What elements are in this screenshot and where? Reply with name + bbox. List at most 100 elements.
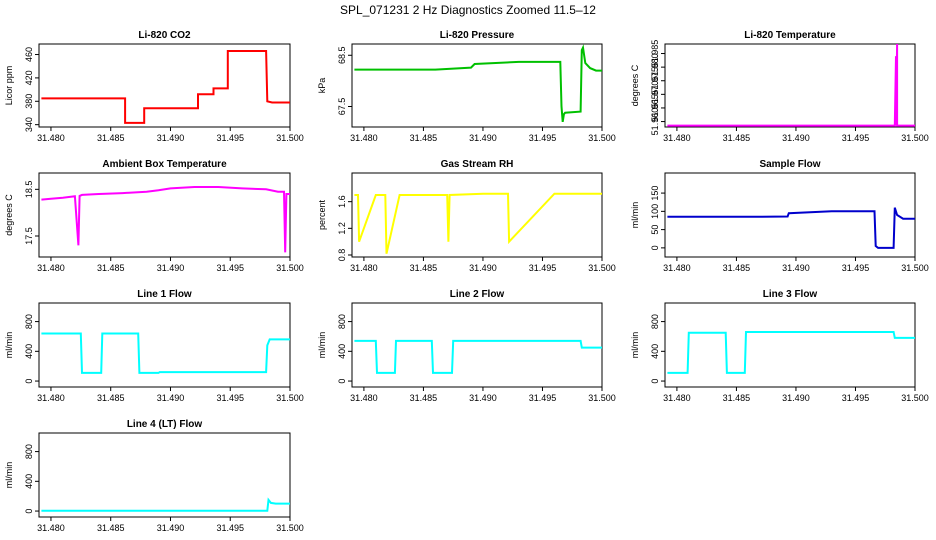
x-tick-label: 31.490 <box>782 133 810 143</box>
y-tick-label: 51.970 <box>650 81 660 109</box>
x-tick-label: 31.500 <box>901 263 929 273</box>
x-tick-label: 31.485 <box>97 263 125 273</box>
y-axis-label: ml/min <box>317 332 327 359</box>
x-tick-label: 31.500 <box>901 393 929 403</box>
x-tick-label: 31.495 <box>842 263 870 273</box>
x-tick-label: 31.495 <box>842 133 870 143</box>
plot-frame <box>664 302 916 388</box>
y-axis-label: percent <box>317 199 327 230</box>
y-tick-label: 51.980 <box>650 53 660 81</box>
y-tick-label: 460 <box>24 47 34 62</box>
x-tick-label: 31.500 <box>276 523 304 533</box>
x-tick-label: 31.490 <box>469 133 497 143</box>
y-tick-label: 0 <box>650 245 660 250</box>
chart-panel: Line 3 Flow 31.480 31.485 31.490 31.495 31.50… <box>630 289 929 403</box>
series-line <box>354 339 602 374</box>
x-tick-label: 31.480 <box>37 133 65 143</box>
y-axis-label: degrees C <box>4 194 14 236</box>
chart-title: Line 4 (LT) Flow <box>127 419 203 430</box>
chart-title: Li‑820 CO2 <box>138 30 191 41</box>
y-tick-label: 0.8 <box>337 249 347 262</box>
x-tick-label: 31.490 <box>469 393 497 403</box>
y-axis-label: kPa <box>317 78 327 94</box>
x-tick-label: 31.480 <box>350 263 378 273</box>
series-line <box>354 192 602 254</box>
plot-frame <box>664 43 916 128</box>
plot-frame <box>351 302 603 388</box>
x-tick-label: 31.495 <box>529 393 557 403</box>
x-tick-label: 31.500 <box>901 133 929 143</box>
x-tick-label: 31.485 <box>97 393 125 403</box>
y-tick-label: 400 <box>24 474 34 489</box>
y-tick-label: 17.5 <box>24 227 34 245</box>
x-tick-label: 31.500 <box>276 263 304 273</box>
chart-title: Line 1 Flow <box>137 289 192 300</box>
plot-frame <box>351 172 603 258</box>
x-tick-label: 31.495 <box>529 263 557 273</box>
y-tick-label: 340 <box>24 117 34 132</box>
y-tick-label: 0 <box>650 379 660 384</box>
series-line <box>667 331 915 374</box>
y-tick-label: 800 <box>650 314 660 329</box>
x-tick-label: 31.495 <box>216 133 244 143</box>
plot-frame <box>38 43 291 128</box>
y-tick-label: 50 <box>650 225 660 235</box>
series-line <box>41 50 290 124</box>
y-tick-label: 67.5 <box>337 98 347 116</box>
y-tick-label: 1.2 <box>337 222 347 235</box>
x-tick-label: 31.495 <box>216 393 244 403</box>
y-tick-label: 400 <box>650 344 660 359</box>
y-tick-label: 400 <box>337 344 347 359</box>
x-tick-label: 31.485 <box>723 133 751 143</box>
x-tick-label: 31.485 <box>723 263 751 273</box>
y-tick-label: 51.985 <box>650 40 660 68</box>
y-tick-label: 1.6 <box>337 195 347 208</box>
x-tick-label: 31.490 <box>157 263 185 273</box>
x-tick-label: 31.490 <box>782 393 810 403</box>
series-line <box>41 186 290 253</box>
x-tick-label: 31.480 <box>350 393 378 403</box>
y-tick-label: 0 <box>337 379 347 384</box>
x-tick-label: 31.500 <box>276 133 304 143</box>
y-tick-label: 68.5 <box>337 47 347 65</box>
y-tick-label: 400 <box>24 344 34 359</box>
y-tick-label: 100 <box>650 204 660 219</box>
x-tick-label: 31.485 <box>410 393 438 403</box>
x-tick-label: 31.490 <box>782 263 810 273</box>
x-tick-label: 31.480 <box>350 133 378 143</box>
plot-frame <box>664 172 916 258</box>
plot-frame <box>38 302 291 388</box>
x-tick-label: 31.480 <box>37 263 65 273</box>
x-tick-label: 31.485 <box>97 523 125 533</box>
chart-title: Line 3 Flow <box>763 289 818 300</box>
y-tick-label: 380 <box>24 94 34 109</box>
series-line <box>667 207 915 249</box>
x-tick-label: 31.490 <box>157 133 185 143</box>
x-tick-label: 31.500 <box>588 393 616 403</box>
y-tick-label: 51.965 <box>650 94 660 122</box>
x-tick-label: 31.480 <box>37 393 65 403</box>
chart-title: Sample Flow <box>759 159 820 170</box>
y-axis-label: ml/min <box>4 462 14 489</box>
y-tick-label: 51.975 <box>650 67 660 95</box>
x-tick-label: 31.480 <box>663 263 691 273</box>
chart-title: Ambient Box Temperature <box>102 159 227 170</box>
x-tick-label: 31.495 <box>529 133 557 143</box>
x-tick-label: 31.480 <box>663 393 691 403</box>
y-tick-label: 18.5 <box>24 181 34 199</box>
series-line <box>41 497 290 512</box>
x-tick-label: 31.495 <box>842 393 870 403</box>
chart-title: Li‑820 Temperature <box>744 30 836 41</box>
chart-panel: Li‑820 Pressure 31.480 31.485 31.490 31.495 3… <box>317 30 616 143</box>
y-axis-label: ml/min <box>630 332 640 359</box>
chart-title: Li‑820 Pressure <box>440 30 515 41</box>
x-tick-label: 31.490 <box>469 263 497 273</box>
chart-panel: Line 4 (LT) Flow 31.480 31.485 31.490 31.495… <box>4 419 304 533</box>
chart-title: Line 2 Flow <box>450 289 505 300</box>
x-tick-label: 31.485 <box>410 133 438 143</box>
y-tick-label: 800 <box>24 314 34 329</box>
y-tick-label: 800 <box>24 444 34 459</box>
chart-title: Gas Stream RH <box>441 159 514 170</box>
chart-panel: Li‑820 Temperature 31.480 31.485 31.490 31.4… <box>630 30 929 143</box>
plot-frame <box>351 43 603 128</box>
